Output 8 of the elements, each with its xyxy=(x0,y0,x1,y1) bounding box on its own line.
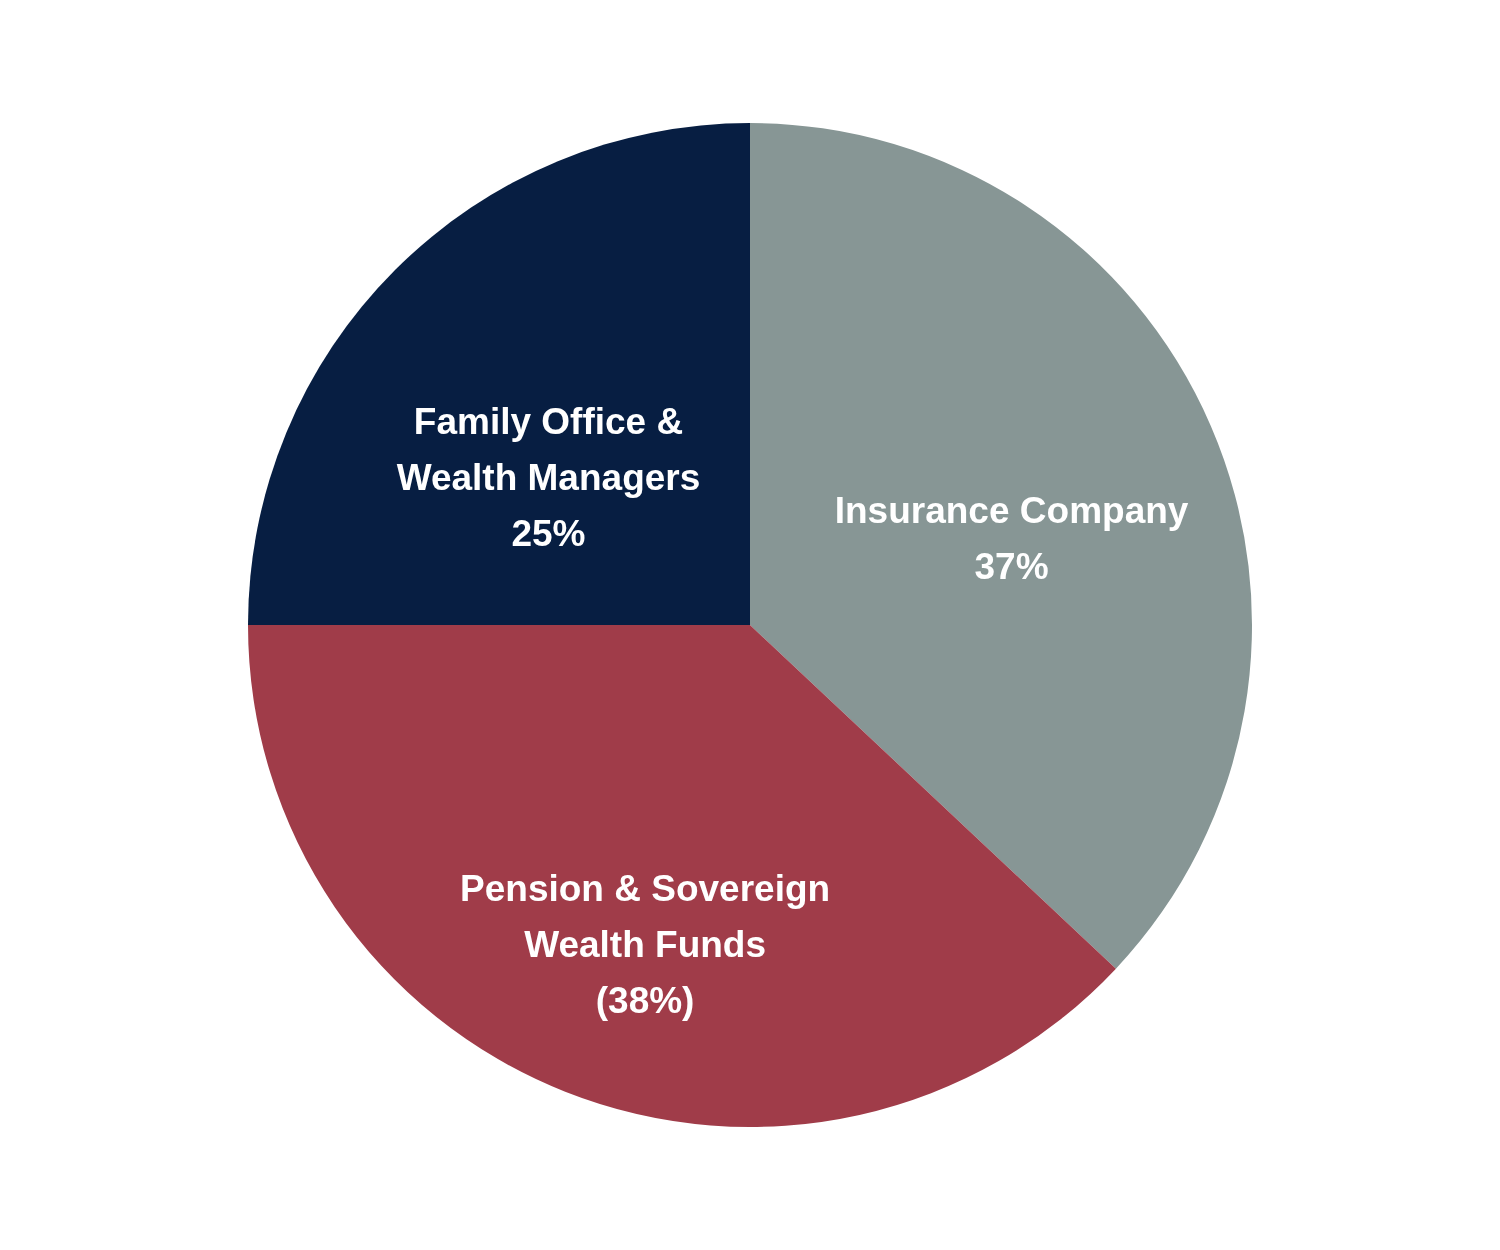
data-label: 25% xyxy=(511,513,586,555)
pie-slice xyxy=(248,123,750,625)
data-label: (38%) xyxy=(595,979,695,1021)
pie-slice xyxy=(248,625,1116,1127)
slice-label: Insurance Company xyxy=(834,489,1189,531)
data-label: 37% xyxy=(974,545,1049,587)
slice-label: Family Office & Wealth Managers xyxy=(396,401,701,499)
slice-label: Pension & Sovereign Wealth Funds xyxy=(460,867,831,965)
